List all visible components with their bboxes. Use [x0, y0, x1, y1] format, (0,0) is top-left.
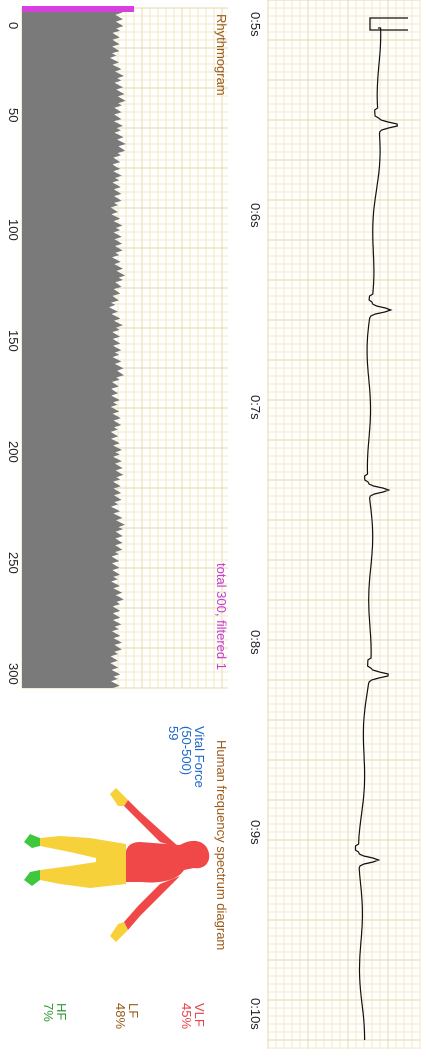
rhythmogram-x-tick: 250: [6, 552, 21, 574]
vital-force-value: 59: [166, 726, 181, 741]
ecg-grid-background: [268, 0, 420, 1049]
rhythmogram-x-tick: 50: [6, 108, 21, 123]
vlf-label: VLF: [192, 1003, 207, 1027]
body-figure: [24, 788, 210, 942]
ecg-trace: [354, 27, 398, 1040]
body-lf-region: [40, 836, 126, 888]
hf-value: 7%: [41, 1003, 56, 1022]
rhythmogram-bars: [22, 8, 126, 688]
rhythmogram-progress-bar: [22, 6, 134, 12]
lf-label: LF: [126, 1003, 141, 1019]
body-arm-lower: [124, 876, 180, 930]
ecg-time-label: 0:6s: [248, 203, 263, 228]
rhythmogram-x-tick: 200: [6, 441, 21, 463]
ecg-time-label: 0:5s: [248, 12, 263, 37]
hf-label: HF: [54, 1003, 69, 1021]
spectrum-diagram-title: Human frequency spectrum diagram: [214, 740, 229, 951]
rhythmogram-title: Rhythmogram: [214, 14, 229, 96]
rhythmogram-status: total 300, filtered 1: [214, 563, 229, 670]
body-hand-upper: [110, 788, 128, 806]
rhythmogram-x-tick: 150: [6, 330, 21, 352]
vital-force-label: Vital Force: [192, 726, 207, 788]
body-hf-foot-upper: [24, 834, 40, 848]
ecg-time-label: 0:7s: [248, 395, 263, 420]
body-vlf-region: [125, 840, 210, 883]
ecg-time-label: 0:8s: [248, 630, 263, 655]
body-arm-upper: [124, 800, 180, 848]
rhythmogram-x-tick: 300: [6, 663, 21, 685]
vital-force-range: (50-500): [179, 726, 194, 776]
ecg-time-label: 0:10s: [248, 998, 263, 1030]
ecg-grid: [267, 0, 421, 1049]
ecg-time-label: 0:9s: [248, 820, 263, 845]
lf-value: 48%: [113, 1003, 128, 1030]
vlf-value: 45%: [179, 1003, 194, 1030]
body-hand-lower: [110, 922, 128, 942]
rhythmogram-x-tick: 0: [6, 22, 21, 30]
rhythmogram-x-tick: 100: [6, 219, 21, 241]
ecg-calibration-pulse: [369, 17, 408, 31]
body-hf-foot-lower: [24, 870, 40, 886]
